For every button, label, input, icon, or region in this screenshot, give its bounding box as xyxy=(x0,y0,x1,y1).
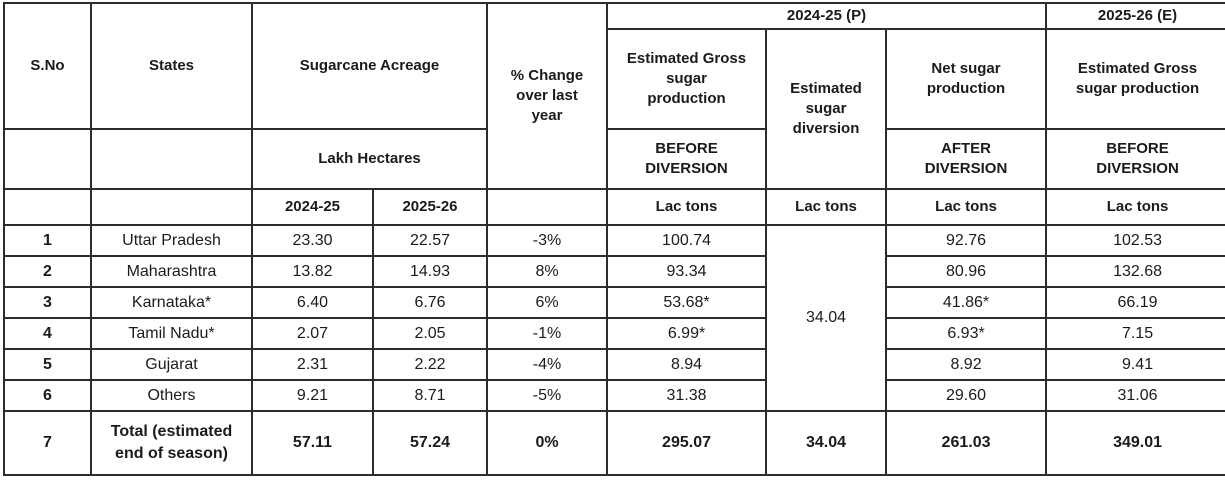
cell-net-2024: 6.93* xyxy=(885,317,1048,350)
table-row: 2 Maharashtra 13.82 14.93 8% 93.34 80.96… xyxy=(3,255,1225,288)
cell-acreage-2025: 2.22 xyxy=(371,348,489,381)
header-row-units: 2024-25 2025-26 Lac tons Lac tons Lac to… xyxy=(3,188,1225,226)
cell-acreage-2025: 8.71 xyxy=(371,379,489,412)
cell-state: Others xyxy=(90,379,253,412)
cell-state: Uttar Pradesh xyxy=(90,224,253,257)
col-header-gross-production-2025: Estimated Gross sugar production xyxy=(1045,28,1225,130)
sugar-production-table: S.No States Sugarcane Acreage % Change o… xyxy=(3,2,1225,476)
unit-lac-tons-net: Lac tons xyxy=(885,188,1048,226)
empty-cell-sno-sub xyxy=(3,128,92,190)
total-label: Total (estimated end of season) xyxy=(90,410,253,476)
table-row: 3 Karnataka* 6.40 6.76 6% 53.68* 41.86* … xyxy=(3,286,1225,319)
cell-net-2024: 8.92 xyxy=(885,348,1048,381)
cell-acreage-2024: 2.31 xyxy=(251,348,374,381)
cell-pct-change: -3% xyxy=(486,224,609,257)
cell-state: Tamil Nadu* xyxy=(90,317,253,350)
cell-diversion-merged: 34.04 xyxy=(765,224,888,412)
unit-lac-tons-diversion: Lac tons xyxy=(765,188,888,226)
table-row: 4 Tamil Nadu* 2.07 2.05 -1% 6.99* 6.93* … xyxy=(3,317,1225,350)
cell-gross-2024: 6.99* xyxy=(606,317,768,350)
cell-gross-2025: 31.06 xyxy=(1045,379,1225,412)
empty-cell-pct-units xyxy=(486,188,609,226)
cell-sno: 1 xyxy=(3,224,92,257)
cell-gross-2025: 132.68 xyxy=(1045,255,1225,288)
header-row-main: Estimated Gross sugar production Estimat… xyxy=(4,28,1225,190)
cell-state: Maharashtra xyxy=(90,255,253,288)
table-row: 1 Uttar Pradesh 23.30 22.57 -3% 100.74 3… xyxy=(3,224,1225,412)
cell-pct-change: -4% xyxy=(486,348,609,381)
unit-lac-tons-gross-2025: Lac tons xyxy=(1045,188,1225,226)
empty-cell-states-sub xyxy=(90,128,253,190)
cell-sno: 4 xyxy=(3,317,92,350)
subheader-before-diversion-2025: BEFORE DIVERSION xyxy=(1045,128,1225,190)
cell-pct-change: -5% xyxy=(486,379,609,412)
cell-net-2024: 80.96 xyxy=(885,255,1048,288)
cell-gross-2025: 7.15 xyxy=(1045,317,1225,350)
cell-net-2024: 29.60 xyxy=(885,379,1048,412)
header-row-banner: S.No States Sugarcane Acreage % Change o… xyxy=(3,2,1225,190)
banner-2025-26-e: 2025-26 (E) xyxy=(1045,2,1225,30)
unit-year-2024-25: 2024-25 xyxy=(251,188,374,226)
cell-sno: 6 xyxy=(3,379,92,412)
table-row: 5 Gujarat 2.31 2.22 -4% 8.94 8.92 9.41 xyxy=(3,348,1225,381)
empty-cell-sno-units xyxy=(3,188,92,226)
total-gross-2025: 349.01 xyxy=(1045,410,1225,476)
cell-acreage-2024: 6.40 xyxy=(251,286,374,319)
subheader-lakh-hectares: Lakh Hectares xyxy=(250,128,489,190)
cell-acreage-2025: 2.05 xyxy=(371,317,489,350)
cell-state: Gujarat xyxy=(90,348,253,381)
cell-sno: 3 xyxy=(3,286,92,319)
cell-pct-change: -1% xyxy=(486,317,609,350)
total-sno: 7 xyxy=(3,410,92,476)
cell-net-2024: 92.76 xyxy=(885,224,1048,257)
cell-acreage-2024: 9.21 xyxy=(251,379,374,412)
unit-lac-tons-gross-2024: Lac tons xyxy=(606,188,768,226)
table-row: 6 Others 9.21 8.71 -5% 31.38 29.60 31.06 xyxy=(3,379,1225,412)
cell-sno: 2 xyxy=(3,255,92,288)
cell-gross-2024: 31.38 xyxy=(606,379,768,412)
empty-cell-states-units xyxy=(90,188,253,226)
total-row: 7 Total (estimated end of season) 57.11 … xyxy=(3,410,1225,476)
cell-acreage-2025: 22.57 xyxy=(371,224,489,257)
banner-2024-25-p: 2024-25 (P) xyxy=(606,2,1048,30)
col-header-sno: S.No xyxy=(3,2,92,130)
cell-gross-2024: 53.68* xyxy=(606,286,768,319)
cell-acreage-2024: 13.82 xyxy=(251,255,374,288)
col-header-pct-change: % Change over last year xyxy=(486,2,609,190)
cell-sno: 5 xyxy=(3,348,92,381)
cell-acreage-2024: 23.30 xyxy=(251,224,374,257)
cell-gross-2024: 93.34 xyxy=(606,255,768,288)
total-acreage-2025: 57.24 xyxy=(371,410,489,476)
total-gross-2024: 295.07 xyxy=(606,410,768,476)
subheader-before-diversion-2024: BEFORE DIVERSION xyxy=(606,128,768,190)
cell-state: Karnataka* xyxy=(90,286,253,319)
col-header-gross-production-2024: Estimated Gross sugar production xyxy=(606,28,768,130)
cell-pct-change: 8% xyxy=(486,255,609,288)
total-pct-change: 0% xyxy=(486,410,609,476)
cell-pct-change: 6% xyxy=(486,286,609,319)
subheader-after-diversion: AFTER DIVERSION xyxy=(885,128,1048,190)
total-diversion: 34.04 xyxy=(765,410,888,476)
cell-acreage-2025: 14.93 xyxy=(371,255,489,288)
cell-gross-2024: 8.94 xyxy=(606,348,768,381)
col-header-states: States xyxy=(90,2,253,130)
cell-acreage-2024: 2.07 xyxy=(251,317,374,350)
cell-gross-2025: 9.41 xyxy=(1045,348,1225,381)
cell-net-2024: 41.86* xyxy=(885,286,1048,319)
cell-gross-2025: 66.19 xyxy=(1045,286,1225,319)
total-net-2024: 261.03 xyxy=(885,410,1048,476)
header-row-sub: Lakh Hectares BEFORE DIVERSION AFTER DIV… xyxy=(3,128,1225,190)
cell-acreage-2025: 6.76 xyxy=(371,286,489,319)
total-acreage-2024: 57.11 xyxy=(251,410,374,476)
cell-gross-2024: 100.74 xyxy=(606,224,768,257)
cell-gross-2025: 102.53 xyxy=(1045,224,1225,257)
col-header-net-production: Net sugar production xyxy=(885,28,1048,130)
col-header-sugarcane-acreage: Sugarcane Acreage xyxy=(250,2,489,130)
col-header-estimated-sugar-diversion: Estimated sugar diversion xyxy=(765,28,888,190)
unit-year-2025-26: 2025-26 xyxy=(371,188,489,226)
